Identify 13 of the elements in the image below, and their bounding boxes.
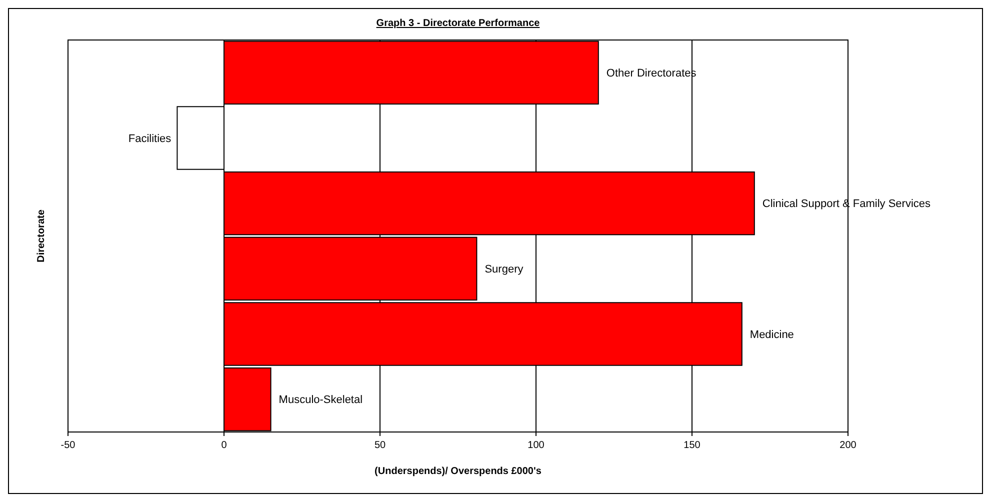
x-tick-label: 50 [374,440,386,451]
x-tick-label: 200 [840,440,857,451]
chart-title: Graph 3 - Directorate Performance [376,18,540,29]
x-axis-title: (Underspends)/ Overspends £000's [374,466,542,477]
y-tick-label: Facilities [128,132,172,145]
x-tick-label: -50 [60,440,76,451]
y-tick-label: Surgery [484,264,524,276]
x-tick-label: 0 [221,440,228,451]
y-tick-label: Musculo-Skeletal [278,394,363,406]
y-tick-label: Medicine [750,328,794,341]
x-tick-label: 150 [684,440,701,451]
x-tick-label: 100 [528,440,545,451]
y-axis-title: Directorate [36,209,47,262]
